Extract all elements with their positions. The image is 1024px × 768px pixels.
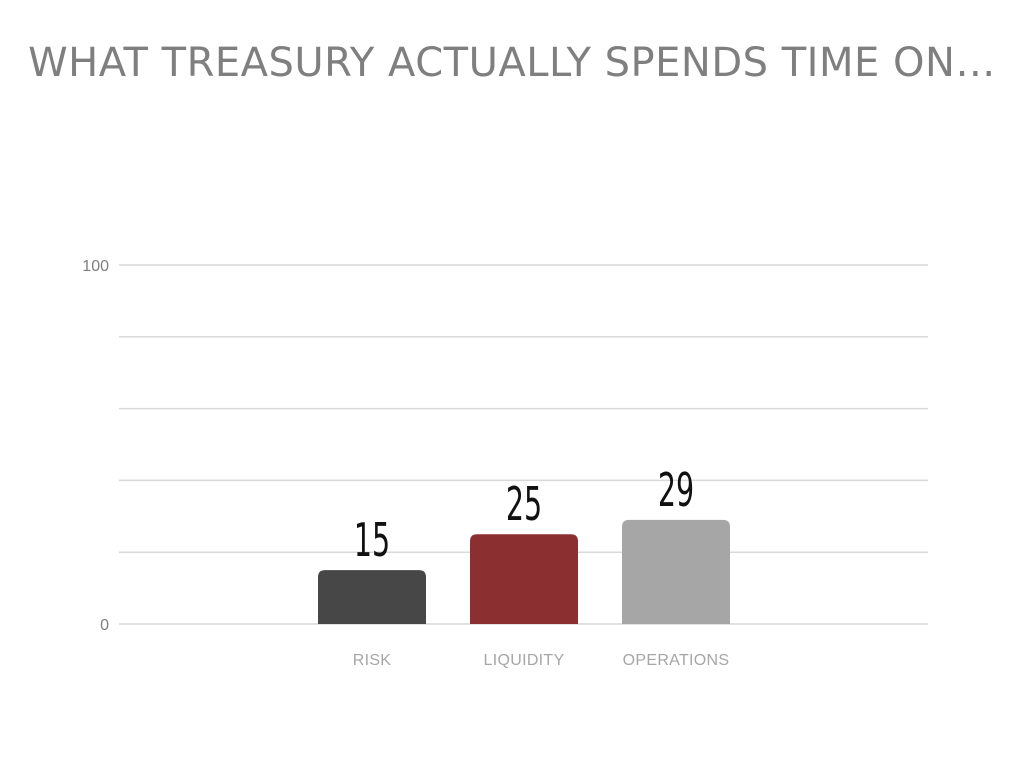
y-tick-label: 0	[100, 617, 109, 634]
y-tick-label: 100	[82, 258, 109, 275]
bar-value-label: 29	[658, 464, 694, 518]
category-label: RISK	[353, 652, 392, 669]
bar-risk	[318, 570, 426, 624]
bar-operations	[622, 519, 730, 624]
bar-value-label: 25	[506, 478, 542, 532]
category-label: LIQUIDITY	[484, 652, 565, 669]
bar-liquidity	[470, 534, 578, 624]
bar-value-label: 15	[354, 514, 390, 568]
slide-title: WHAT TREASURY ACTUALLY SPENDS TIME ON…	[28, 40, 996, 86]
category-label: OPERATIONS	[623, 652, 730, 669]
